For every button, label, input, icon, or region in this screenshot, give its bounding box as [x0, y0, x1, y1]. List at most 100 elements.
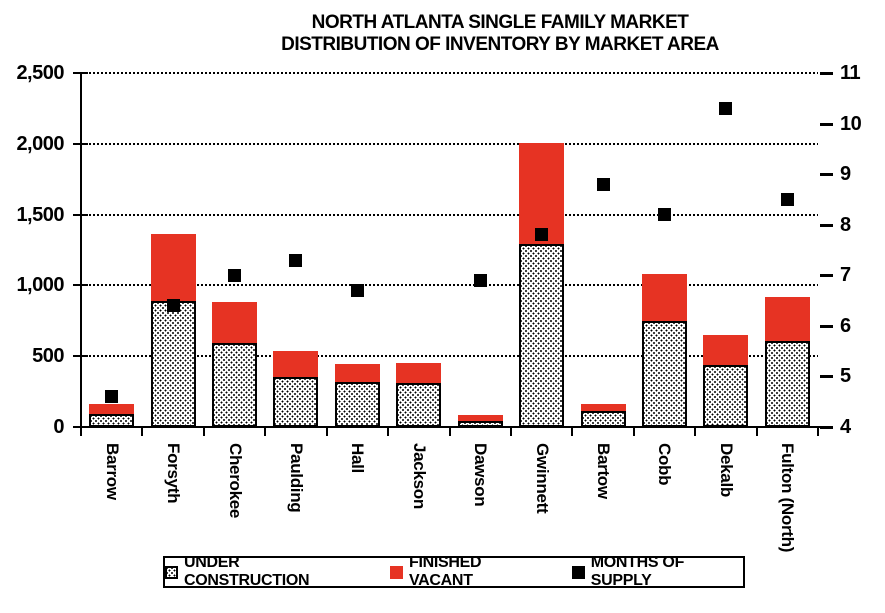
chart-title-line2: DISTRIBUTION OF INVENTORY BY MARKET AREA [281, 34, 719, 55]
x-axis-tick [817, 427, 819, 436]
left-axis-tick-label: 2,000 [16, 133, 64, 155]
x-axis-tick [203, 427, 205, 436]
right-axis-tick-label: 10 [840, 113, 862, 135]
x-axis-tick [326, 427, 328, 436]
x-category-label: Paulding [287, 443, 306, 513]
right-axis-tick [820, 173, 833, 176]
bar-finished-vacant [396, 363, 441, 383]
right-axis-tick [820, 274, 833, 277]
bar-under-construction [642, 321, 687, 427]
red-square-icon [389, 565, 403, 579]
legend-item: FINISHED VACANT [389, 554, 544, 590]
x-category-label: Dekalb [717, 443, 736, 497]
left-axis-tick [73, 143, 88, 145]
bar-under-construction [765, 341, 810, 427]
right-axis-tick-label: 6 [840, 315, 851, 337]
x-axis-tick [756, 427, 758, 436]
months-of-supply-marker [597, 178, 610, 191]
left-axis-tick-label: 0 [53, 416, 64, 438]
x-category-label: Hall [348, 443, 367, 473]
bar-finished-vacant [642, 274, 687, 321]
left-axis-tick [73, 214, 88, 216]
right-axis-tick [820, 123, 833, 126]
months-of-supply-marker [351, 284, 364, 297]
left-axis-tick [73, 72, 88, 74]
legend-item: UNDER CONSTRUCTION [165, 554, 362, 590]
gridline [81, 214, 818, 216]
months-of-supply-marker [474, 274, 487, 287]
right-axis-tick [820, 375, 833, 378]
legend-item: MONTHS OF SUPPLY [571, 554, 743, 590]
right-axis-tick-label: 7 [840, 264, 851, 286]
months-of-supply-marker [228, 269, 241, 282]
bar-finished-vacant [89, 404, 134, 414]
right-axis-tick [820, 426, 833, 429]
bar-finished-vacant [765, 297, 810, 341]
x-category-label: Dawson [471, 443, 490, 507]
months-of-supply-marker [781, 193, 794, 206]
gridline [81, 284, 818, 286]
right-axis-tick-label: 4 [840, 416, 851, 438]
bar-under-construction [273, 377, 318, 427]
right-axis-tick [820, 224, 833, 227]
bar-finished-vacant [519, 143, 564, 244]
bar-under-construction [703, 365, 748, 427]
legend-label: FINISHED VACANT [408, 554, 482, 589]
legend-label: UNDER CONSTRUCTION [184, 554, 310, 589]
x-category-label: Cobb [655, 443, 674, 486]
x-axis-tick [633, 427, 635, 436]
x-category-label: Jackson [410, 443, 429, 509]
chart-title: NORTH ATLANTA SINGLE FAMILY MARKET DISTR… [115, 12, 885, 56]
x-category-label: Gwinnett [533, 443, 552, 514]
chart-title-line1: NORTH ATLANTA SINGLE FAMILY MARKET [311, 12, 689, 33]
x-axis-tick [510, 427, 512, 436]
x-axis-tick [80, 427, 82, 436]
bar-under-construction [519, 244, 564, 427]
legend: UNDER CONSTRUCTION FINISHED VACANT MONTHS … [163, 554, 745, 590]
bar-under-construction [396, 383, 441, 427]
right-axis-tick-label: 11 [840, 62, 861, 84]
months-of-supply-marker [658, 208, 671, 221]
months-of-supply-marker [289, 254, 302, 267]
x-axis-tick [694, 427, 696, 436]
black-square-icon [571, 565, 585, 579]
left-axis-tick-label: 2,500 [16, 62, 64, 84]
bar-under-construction [458, 421, 503, 427]
left-axis-line [80, 73, 82, 429]
months-of-supply-marker [167, 299, 180, 312]
bar-under-construction [581, 411, 626, 427]
x-axis-baseline [80, 426, 832, 428]
bar-finished-vacant [458, 415, 503, 421]
x-axis-tick [387, 427, 389, 436]
x-category-label: Bartow [594, 443, 613, 499]
months-of-supply-marker [105, 390, 118, 403]
gridline [81, 72, 818, 74]
bar-finished-vacant [151, 234, 196, 301]
bar-under-construction [335, 382, 380, 427]
bar-finished-vacant [212, 302, 257, 343]
x-axis-tick [264, 427, 266, 436]
left-axis-tick [73, 355, 88, 357]
x-axis-tick [449, 427, 451, 436]
dotted-pattern-square-icon [165, 565, 178, 579]
left-axis-tick-label: 1,500 [16, 204, 64, 226]
x-category-label: Forsyth [164, 443, 183, 504]
bar-under-construction [151, 301, 196, 427]
bar-finished-vacant [335, 364, 380, 382]
right-axis-tick [820, 72, 833, 75]
x-category-label: Cherokee [226, 443, 245, 519]
x-axis-tick [141, 427, 143, 436]
x-category-label: Barrow [103, 443, 122, 500]
bar-finished-vacant [581, 404, 626, 411]
legend-label: MONTHS OF SUPPLY [590, 554, 685, 589]
x-axis-tick [571, 427, 573, 436]
gridline [81, 143, 818, 145]
right-axis-tick-label: 8 [840, 214, 851, 236]
right-axis-tick-label: 9 [840, 163, 851, 185]
bar-finished-vacant [703, 335, 748, 365]
left-axis-tick-label: 500 [32, 345, 64, 367]
bar-finished-vacant [273, 351, 318, 377]
bar-under-construction [212, 343, 257, 427]
left-axis-tick-label: 1,000 [16, 274, 64, 296]
right-axis-tick-label: 5 [840, 365, 851, 387]
